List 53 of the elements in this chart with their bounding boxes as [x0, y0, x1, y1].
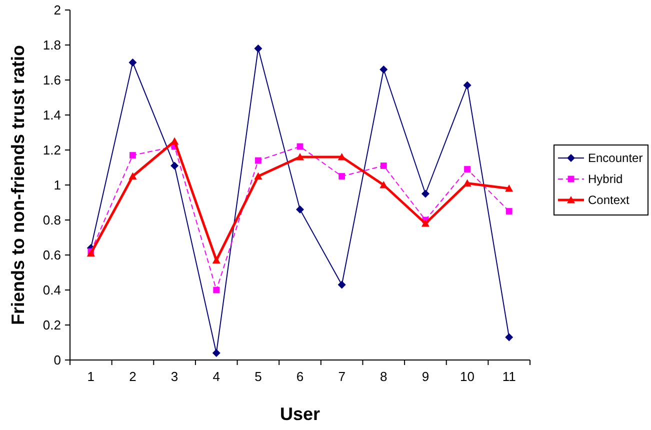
y-tick-label: 1.4 [42, 108, 61, 123]
y-tick-label: 0 [54, 352, 61, 368]
point [128, 172, 137, 180]
point [338, 153, 346, 160]
y-tick-label: 1.2 [42, 142, 61, 158]
point [128, 58, 137, 66]
x-tick-label: 5 [254, 369, 262, 384]
legend-label: Context [588, 193, 630, 208]
point [338, 173, 346, 180]
legend-label: Encounter [588, 151, 643, 166]
y-tick-label: 1 [54, 178, 61, 193]
point [213, 286, 220, 294]
point [212, 349, 220, 357]
x-tick-label: 6 [296, 369, 304, 384]
x-tick-label: 11 [502, 369, 516, 384]
point [380, 162, 387, 169]
point [463, 179, 472, 186]
point [464, 166, 470, 172]
point [380, 181, 388, 188]
point [505, 184, 514, 192]
x-tick-label: 1 [87, 369, 95, 384]
y-axis-title: Friends to non-friends trust ratio [8, 44, 28, 326]
point [254, 172, 262, 180]
point [506, 208, 512, 214]
x-tick-label: 10 [460, 369, 475, 384]
point [505, 333, 514, 342]
point [421, 190, 430, 198]
x-tick-label: 2 [129, 369, 136, 384]
point [212, 256, 220, 264]
x-tick-label: 3 [170, 369, 178, 384]
point [130, 152, 136, 158]
y-tick-label: 1.8 [42, 38, 61, 53]
legend-label: Hybrid [588, 172, 623, 186]
y-tick-label: 0.6 [42, 248, 61, 263]
point [338, 280, 346, 289]
x-tick-label: 7 [338, 369, 346, 384]
x-tick-label: 9 [422, 369, 430, 384]
y-tick-label: 2 [54, 2, 61, 18]
point [254, 44, 262, 52]
point [463, 81, 472, 90]
y-tick-label: 1.6 [42, 72, 61, 88]
point [296, 153, 304, 160]
x-tick-label: 8 [380, 369, 388, 384]
point [254, 157, 262, 164]
y-tick-label: 0.4 [42, 282, 61, 298]
y-tick-label: 0.2 [42, 318, 61, 333]
point [296, 206, 304, 214]
point [421, 220, 430, 227]
x-axis-title: User [280, 404, 320, 424]
point [170, 162, 179, 170]
point [380, 66, 388, 74]
y-tick-label: 0.8 [42, 212, 61, 228]
x-tick-label: 4 [212, 369, 220, 384]
